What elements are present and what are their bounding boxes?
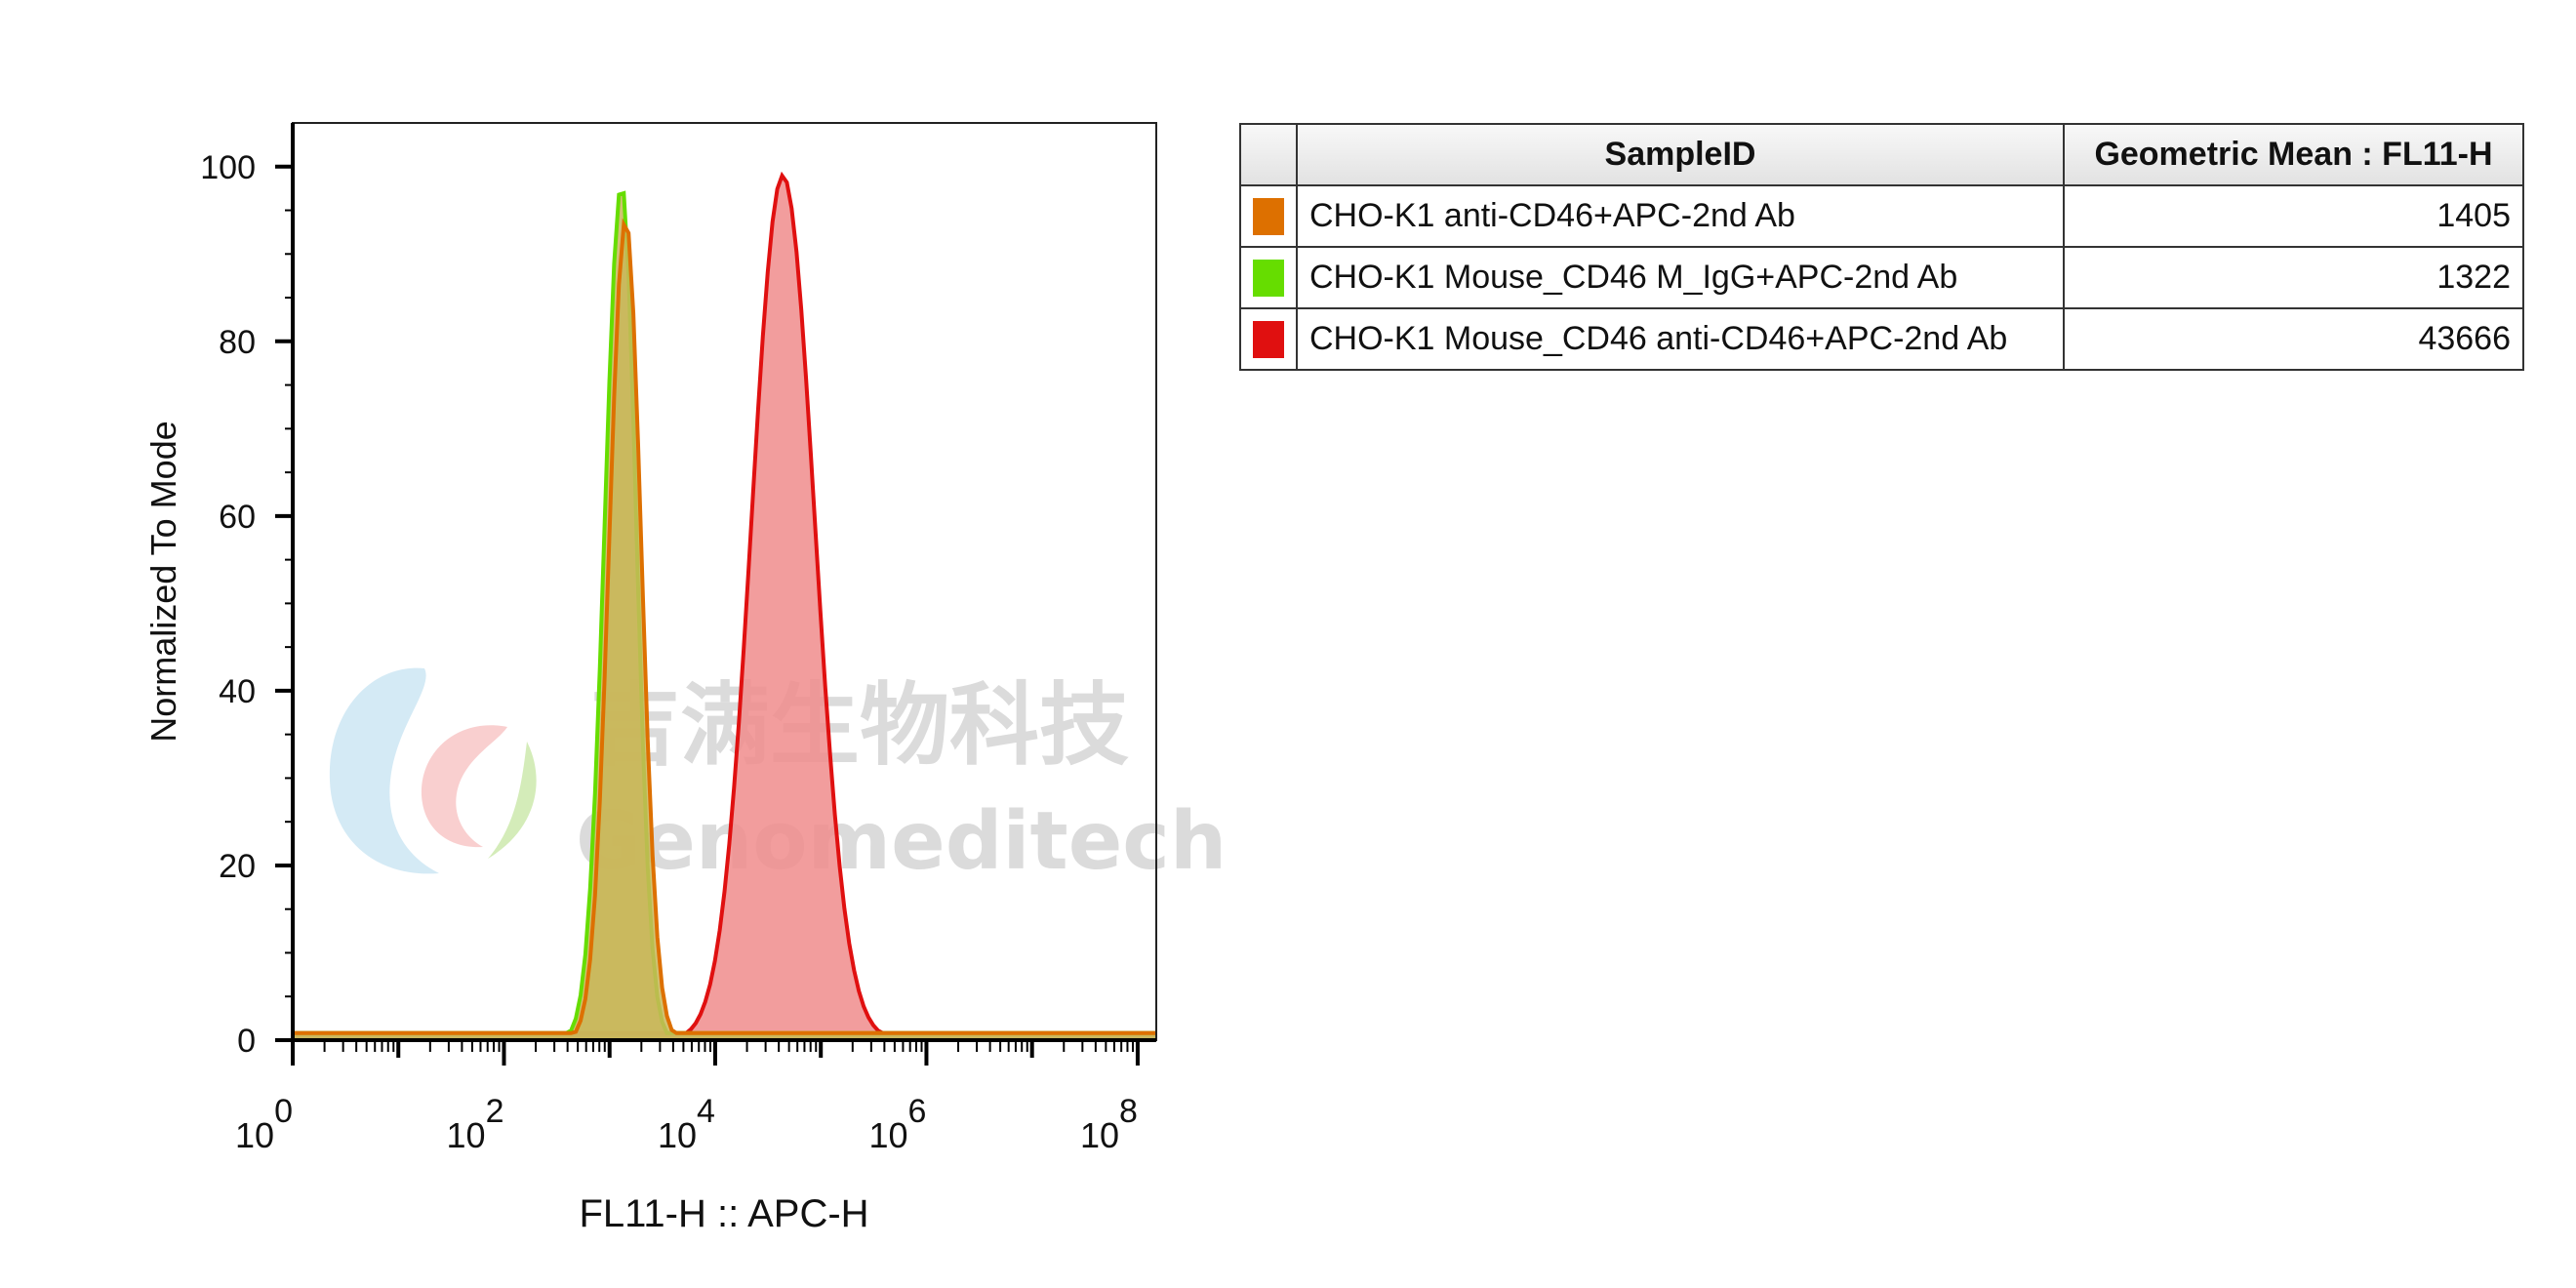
legend-header-sample: SampleID (1296, 123, 2065, 186)
legend-swatch (1253, 197, 1284, 235)
y-axis-label: Normalized To Mode (143, 421, 183, 742)
x-axis: 100 102 104 106 108 (235, 1040, 1140, 1155)
legend-row: CHO-K1 Mouse_CD46 anti-CD46+APC-2nd Ab 4… (1239, 307, 2524, 371)
histogram-line-3 (293, 218, 1156, 1035)
legend-row: CHO-K1 anti-CD46+APC-2nd Ab 1405 (1239, 184, 2524, 248)
watermark: 吉满生物科技 Genomeditech (329, 667, 1227, 888)
y-tick-label: 20 (219, 848, 256, 885)
y-tick-label: 60 (219, 499, 256, 536)
x-tick-label: 100 (235, 1093, 293, 1155)
legend-swatch-cell (1239, 246, 1298, 309)
legend-sample: CHO-K1 Mouse_CD46 M_IgG+APC-2nd Ab (1296, 246, 2065, 309)
legend-swatch (1253, 320, 1284, 358)
watermark-chinese: 吉满生物科技 (590, 673, 1129, 778)
legend-mean: 1322 (2063, 246, 2524, 309)
y-axis: 0 20 40 60 80 100 (200, 149, 293, 1060)
x-axis-label: FL11-H :: APC-H (579, 1192, 868, 1235)
x-tick-label: 106 (868, 1093, 926, 1155)
legend-table: SampleID Geometric Mean : FL11-H CHO-K1 … (1239, 123, 2524, 371)
y-tick-label: 0 (237, 1023, 256, 1060)
x-tick-label: 104 (658, 1093, 715, 1155)
y-tick-label: 40 (219, 673, 256, 710)
legend-sample: CHO-K1 anti-CD46+APC-2nd Ab (1296, 184, 2065, 248)
legend-mean: 1405 (2063, 184, 2524, 248)
legend-row: CHO-K1 Mouse_CD46 M_IgG+APC-2nd Ab 1322 (1239, 246, 2524, 309)
histogram-line-1 (293, 171, 1156, 1035)
watermark-logo-icon (329, 667, 537, 874)
legend-swatch-cell (1239, 307, 1298, 371)
legend-swatch-cell (1239, 184, 1298, 248)
watermark-english: Genomeditech (576, 795, 1227, 888)
legend-header-mean: Geometric Mean : FL11-H (2063, 123, 2524, 186)
legend-sample: CHO-K1 Mouse_CD46 anti-CD46+APC-2nd Ab (1296, 307, 2065, 371)
x-tick-label: 108 (1080, 1093, 1138, 1155)
legend-header-row: SampleID Geometric Mean : FL11-H (1239, 123, 2524, 186)
legend-swatch (1253, 259, 1284, 297)
histogram-fill-1 (293, 176, 1156, 1040)
x-tick-label: 102 (447, 1093, 504, 1155)
y-tick-label: 80 (219, 324, 256, 361)
y-tick-label: 100 (200, 149, 256, 186)
legend-mean: 43666 (2063, 307, 2524, 371)
legend-header-swatch (1239, 123, 1298, 186)
histogram-curves (293, 171, 1156, 1041)
